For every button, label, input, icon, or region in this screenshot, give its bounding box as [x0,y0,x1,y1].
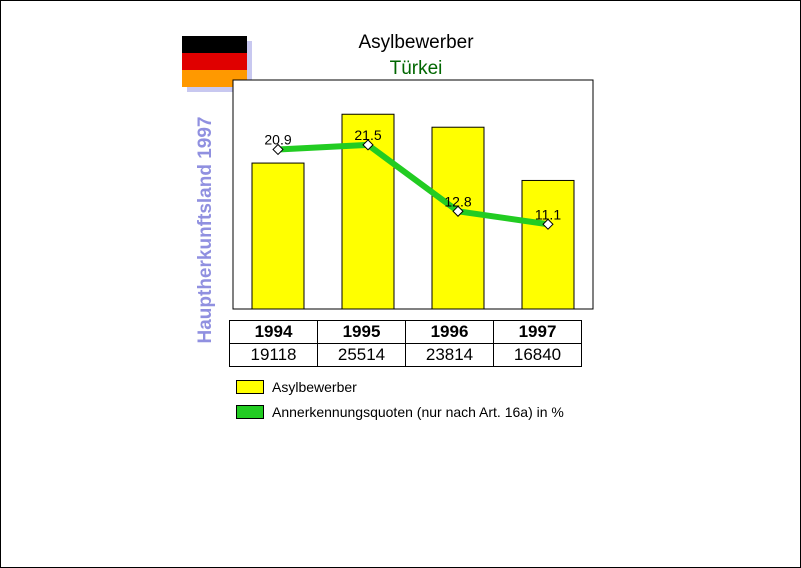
line-point [452,205,464,217]
legend-label: Annerkennungsquoten (nur nach Art. 16a) … [272,404,564,420]
data-label: 20.9 [264,131,291,147]
data-label: 12.8 [444,193,471,209]
table-value-cell: 23814 [405,343,494,367]
data-table: 1994 1995 1996 1997 19118 25514 23814 16… [229,320,582,367]
data-label: 11.1 [535,206,561,222]
legend-swatch-line [236,405,264,419]
table-value-row: 19118 25514 23814 16840 [229,343,582,367]
flag-stripe-red [182,53,247,70]
table-value-cell: 19118 [229,343,318,367]
line-point [542,218,554,230]
legend: Asylbewerber Annerkennungsquoten (nur na… [236,378,564,428]
table-year-cell: 1994 [229,320,318,344]
bar [521,179,575,310]
table-value-cell: 25514 [317,343,406,367]
germany-flag-icon [182,36,247,87]
flag-stripe-black [182,36,247,53]
chart-subtitle: Türkei [389,58,443,79]
data-label: 21.5 [354,127,381,143]
table-year-cell: 1996 [405,320,494,344]
bar [431,126,485,310]
legend-item-bars: Asylbewerber [236,378,564,396]
legend-label: Asylbewerber [272,379,357,395]
chart-title: Asylbewerber [358,32,474,53]
legend-swatch-bars [236,380,264,394]
table-value-cell: 16840 [493,343,582,367]
table-header-row: 1994 1995 1996 1997 [229,320,582,344]
bar [251,162,305,310]
line-point [362,139,374,151]
flag-stripe-gold [182,70,247,87]
legend-item-line: Annerkennungsquoten (nur nach Art. 16a) … [236,403,564,421]
table-year-cell: 1995 [317,320,406,344]
line-point [272,143,284,156]
series-line [275,141,551,228]
table-year-cell: 1997 [493,320,582,344]
